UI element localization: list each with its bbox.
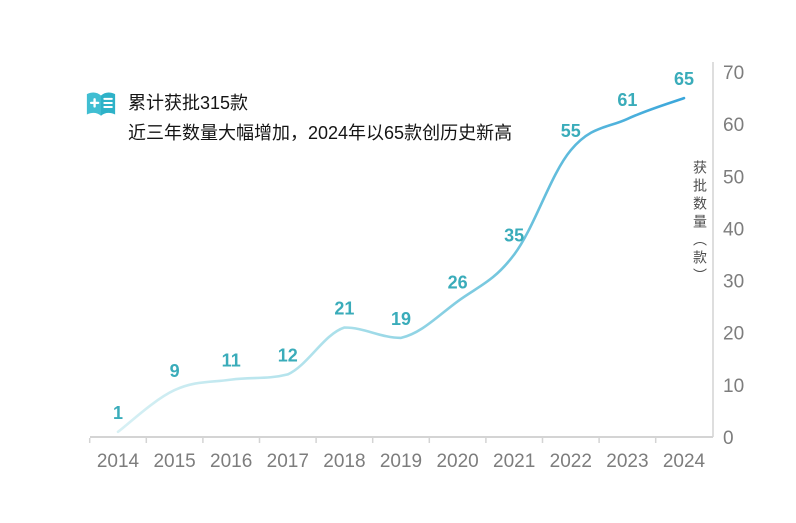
x-tick-label: 2015 [153, 451, 195, 472]
annotation-line-1: 累计获批315款 [128, 93, 249, 113]
x-tick-label: 2020 [436, 451, 478, 472]
data-label: 26 [448, 272, 468, 292]
y-tick-label: 60 [723, 115, 744, 136]
y-tick-label: 40 [723, 219, 744, 240]
y-tick-label: 20 [723, 324, 744, 345]
y-tick-label: 50 [723, 167, 744, 188]
y-tick-label: 0 [723, 428, 734, 449]
data-label: 9 [170, 361, 180, 381]
x-tick-label: 2023 [606, 451, 648, 472]
annotation-line-2: 近三年数量大幅增加，2024年以65款创历史新高 [128, 123, 513, 143]
data-label: 21 [334, 299, 354, 319]
y-tick-label: 30 [723, 272, 744, 293]
y-axis-title: 获批数量（款） [692, 160, 708, 286]
data-label: 55 [561, 121, 581, 141]
x-tick-label: 2021 [493, 451, 535, 472]
data-label: 35 [504, 226, 524, 246]
data-label: 11 [222, 351, 241, 371]
data-label: 19 [391, 309, 411, 329]
x-tick-label: 2016 [210, 451, 252, 472]
data-label: 65 [674, 69, 694, 89]
x-tick-label: 2022 [550, 451, 592, 472]
x-tick-label: 2024 [663, 451, 706, 472]
x-tick-label: 2017 [267, 451, 309, 472]
series-line [116, 96, 686, 434]
record-book-icon [84, 88, 118, 120]
chart-annotation: 累计获批315款 近三年数量大幅增加，2024年以65款创历史新高 [84, 88, 512, 148]
y-tick-label: 70 [723, 63, 744, 84]
data-label: 1 [113, 403, 123, 423]
data-label: 61 [617, 90, 637, 110]
x-tick-label: 2018 [323, 451, 365, 472]
x-tick-label: 2014 [97, 451, 140, 472]
x-tick-label: 2019 [380, 451, 422, 472]
y-tick-label: 10 [723, 376, 744, 397]
data-label: 12 [278, 345, 298, 365]
